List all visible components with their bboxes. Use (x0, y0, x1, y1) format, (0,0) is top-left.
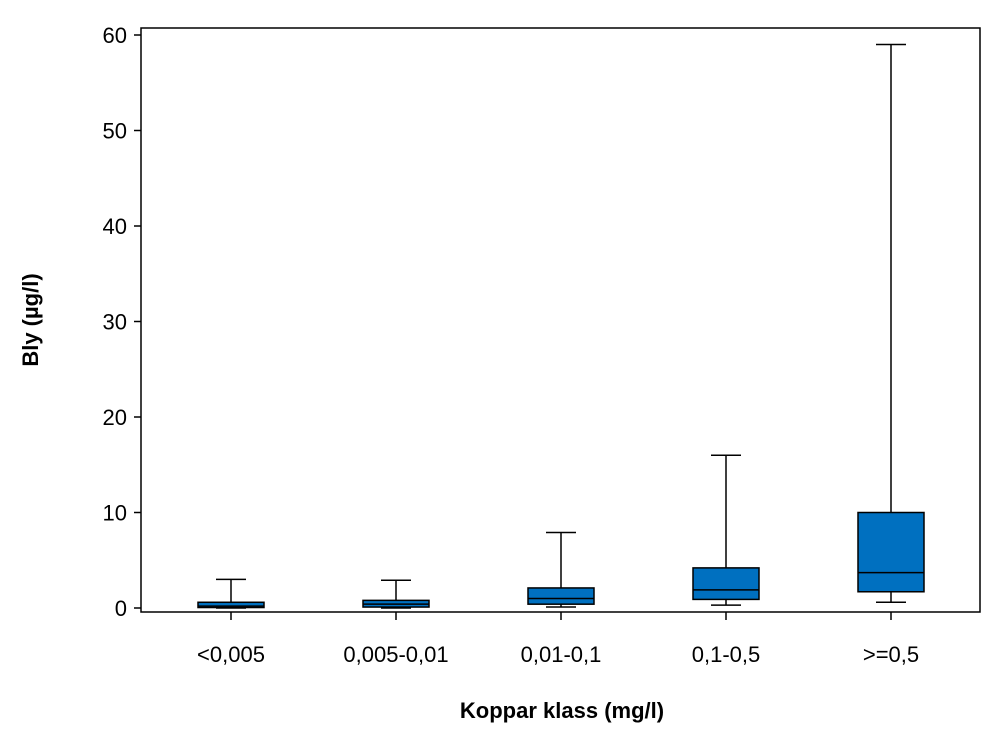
iqr-box (857, 511, 925, 593)
y-tick-label: 50 (103, 119, 127, 144)
box-2 (527, 531, 595, 608)
x-tick-label: <0,005 (197, 642, 265, 667)
y-tick-label: 20 (103, 405, 127, 430)
y-tick-label: 10 (103, 501, 127, 526)
x-axis-title: Koppar klass (mg/l) (460, 698, 664, 723)
y-tick-label: 40 (103, 214, 127, 239)
boxes (197, 43, 925, 609)
x-tick-label: 0,01-0,1 (521, 642, 602, 667)
plot-frame (140, 27, 981, 613)
x-tick-label: >=0,5 (863, 642, 919, 667)
y-tick-label: 30 (103, 310, 127, 335)
iqr-box (197, 601, 265, 609)
box-0 (197, 578, 265, 609)
box-3 (692, 454, 760, 606)
x-tick-label: 0,005-0,01 (343, 642, 448, 667)
box-1 (362, 579, 430, 609)
iqr-box (527, 587, 595, 605)
x-tick-label: 0,1-0,5 (692, 642, 761, 667)
y-tick-label: 0 (115, 596, 127, 621)
y-tick-label: 60 (103, 23, 127, 48)
box-4 (857, 43, 925, 604)
y-axis-title: Bly (µg/l) (18, 273, 43, 366)
y-axis: 0 10 20 30 40 50 60 (103, 23, 141, 621)
x-axis: <0,005 0,005-0,01 0,01-0,1 0,1-0,5 >=0,5 (197, 612, 919, 667)
iqr-box (692, 567, 760, 601)
